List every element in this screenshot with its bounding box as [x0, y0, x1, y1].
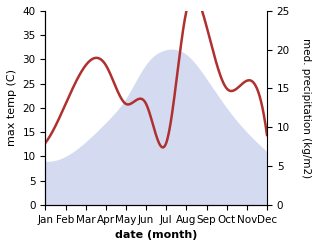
X-axis label: date (month): date (month)	[115, 230, 197, 240]
Y-axis label: med. precipitation (kg/m2): med. precipitation (kg/m2)	[301, 38, 311, 178]
Y-axis label: max temp (C): max temp (C)	[7, 69, 17, 146]
